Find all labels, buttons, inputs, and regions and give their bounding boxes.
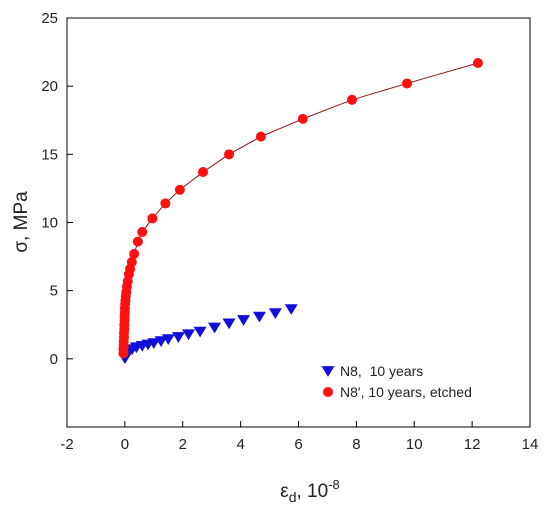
data-point-triangle (208, 322, 222, 334)
data-point-circle (129, 248, 140, 259)
data-point-triangle (154, 336, 168, 347)
data-point-circle (132, 236, 143, 247)
legend-label: N8, 10 years (340, 363, 423, 379)
data-point-triangle (193, 326, 207, 338)
data-point-triangle (237, 315, 251, 326)
legend: N8, 10 years N8', 10 years, etched (321, 363, 472, 400)
data-point-circle (472, 57, 483, 68)
data-point-circle (347, 94, 358, 105)
data-point-triangle (268, 308, 282, 320)
x-tick-label: 4 (236, 436, 244, 453)
data-point-circle (147, 213, 158, 224)
data-point-triangle (284, 304, 298, 315)
data-point-circle (160, 198, 171, 209)
x-tick-label: 8 (352, 436, 360, 453)
data-point-triangle (161, 334, 175, 345)
data-point-circle (126, 257, 137, 268)
data-point-circle (255, 131, 266, 142)
x-axis-subscript: d (289, 489, 297, 505)
data-point-circle (297, 113, 308, 124)
data-point-triangle (222, 318, 236, 330)
y-tick-label: 15 (41, 146, 58, 163)
data-point-triangle (252, 311, 266, 323)
x-axis-exponent: -8 (328, 477, 340, 492)
x-tick-label: -2 (60, 436, 73, 453)
x-tick-label: 0 (121, 436, 129, 453)
x-axis-ticks: -2 0 2 4 6 8 10 12 14 (60, 421, 538, 453)
y-axis-ticks: 0 5 10 15 20 25 (41, 10, 73, 368)
series-layer (118, 57, 483, 365)
legend-marker-circle (323, 387, 333, 397)
x-tick-label: 14 (522, 436, 539, 453)
data-point-circle (198, 167, 209, 178)
x-tick-label: 12 (464, 436, 481, 453)
legend-marker-triangle (321, 366, 335, 377)
series-line (122, 62, 479, 354)
data-point-triangle (171, 332, 185, 343)
series-1 (118, 304, 298, 365)
legend-label: N8', 10 years, etched (340, 384, 472, 400)
y-tick-label: 0 (50, 351, 58, 368)
series-2 (118, 57, 483, 359)
x-axis-title: εd, 10-8 (280, 477, 340, 505)
y-axis-title: σ, MPa (11, 191, 32, 253)
x-tick-label: 2 (179, 436, 187, 453)
data-point-circle (137, 227, 148, 238)
data-point-circle (174, 184, 185, 195)
x-axis-unit: , 10 (297, 481, 329, 502)
y-tick-label: 20 (41, 78, 58, 95)
y-tick-label: 10 (41, 215, 58, 232)
data-point-circle (402, 78, 413, 89)
x-tick-label: 10 (406, 436, 423, 453)
y-tick-label: 5 (50, 283, 58, 300)
x-tick-label: 6 (294, 436, 302, 453)
data-point-triangle (182, 329, 196, 341)
y-tick-label: 25 (41, 10, 58, 27)
data-point-circle (224, 149, 235, 160)
plot-frame (66, 17, 531, 428)
x-axis-symbol: ε (280, 481, 289, 502)
data-point-triangle (147, 338, 161, 350)
